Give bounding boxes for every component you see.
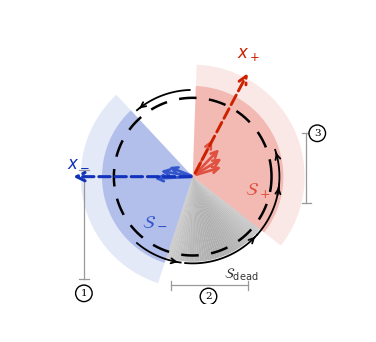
Wedge shape bbox=[193, 177, 241, 248]
Wedge shape bbox=[193, 177, 200, 262]
Wedge shape bbox=[167, 177, 193, 259]
Wedge shape bbox=[81, 95, 193, 283]
Text: $\mathcal{S}_-$: $\mathcal{S}_-$ bbox=[142, 211, 167, 229]
Wedge shape bbox=[193, 177, 255, 237]
Text: 1: 1 bbox=[80, 289, 87, 298]
Wedge shape bbox=[193, 177, 256, 235]
Wedge shape bbox=[193, 177, 251, 240]
Wedge shape bbox=[193, 86, 284, 233]
Wedge shape bbox=[193, 177, 220, 258]
Wedge shape bbox=[193, 177, 225, 256]
Text: 3: 3 bbox=[314, 129, 321, 138]
Text: 2: 2 bbox=[205, 292, 212, 301]
Circle shape bbox=[309, 125, 326, 142]
Wedge shape bbox=[193, 177, 253, 239]
Wedge shape bbox=[193, 177, 234, 252]
Wedge shape bbox=[193, 177, 258, 233]
Wedge shape bbox=[193, 177, 232, 253]
Wedge shape bbox=[193, 177, 245, 245]
Wedge shape bbox=[193, 65, 305, 246]
Wedge shape bbox=[193, 177, 197, 262]
Wedge shape bbox=[193, 177, 208, 261]
Wedge shape bbox=[193, 177, 202, 262]
Wedge shape bbox=[176, 177, 193, 261]
Wedge shape bbox=[174, 177, 193, 260]
Wedge shape bbox=[193, 177, 212, 260]
Wedge shape bbox=[193, 177, 218, 259]
Wedge shape bbox=[190, 177, 193, 262]
Wedge shape bbox=[187, 177, 193, 262]
Wedge shape bbox=[171, 177, 193, 260]
Wedge shape bbox=[193, 177, 215, 260]
Circle shape bbox=[200, 288, 217, 305]
Text: $\mathcal{S}_+$: $\mathcal{S}_+$ bbox=[245, 181, 270, 200]
Wedge shape bbox=[193, 177, 237, 251]
Text: $\mathcal{S}_{\mathrm{dead}}$: $\mathcal{S}_{\mathrm{dead}}$ bbox=[224, 267, 259, 284]
Wedge shape bbox=[184, 177, 193, 262]
Text: $x_+$: $x_+$ bbox=[237, 46, 261, 63]
Wedge shape bbox=[193, 177, 249, 242]
Wedge shape bbox=[193, 177, 227, 255]
Wedge shape bbox=[193, 177, 260, 231]
Wedge shape bbox=[193, 177, 239, 250]
Wedge shape bbox=[193, 177, 230, 254]
Wedge shape bbox=[182, 177, 193, 261]
Wedge shape bbox=[169, 177, 193, 259]
Wedge shape bbox=[179, 177, 193, 261]
Wedge shape bbox=[193, 177, 223, 257]
Wedge shape bbox=[193, 177, 243, 247]
Wedge shape bbox=[192, 177, 194, 262]
Wedge shape bbox=[193, 177, 205, 261]
Wedge shape bbox=[193, 177, 247, 244]
Circle shape bbox=[76, 285, 92, 302]
Text: $x_-$: $x_-$ bbox=[67, 153, 89, 170]
Wedge shape bbox=[102, 110, 193, 263]
Wedge shape bbox=[193, 177, 210, 261]
